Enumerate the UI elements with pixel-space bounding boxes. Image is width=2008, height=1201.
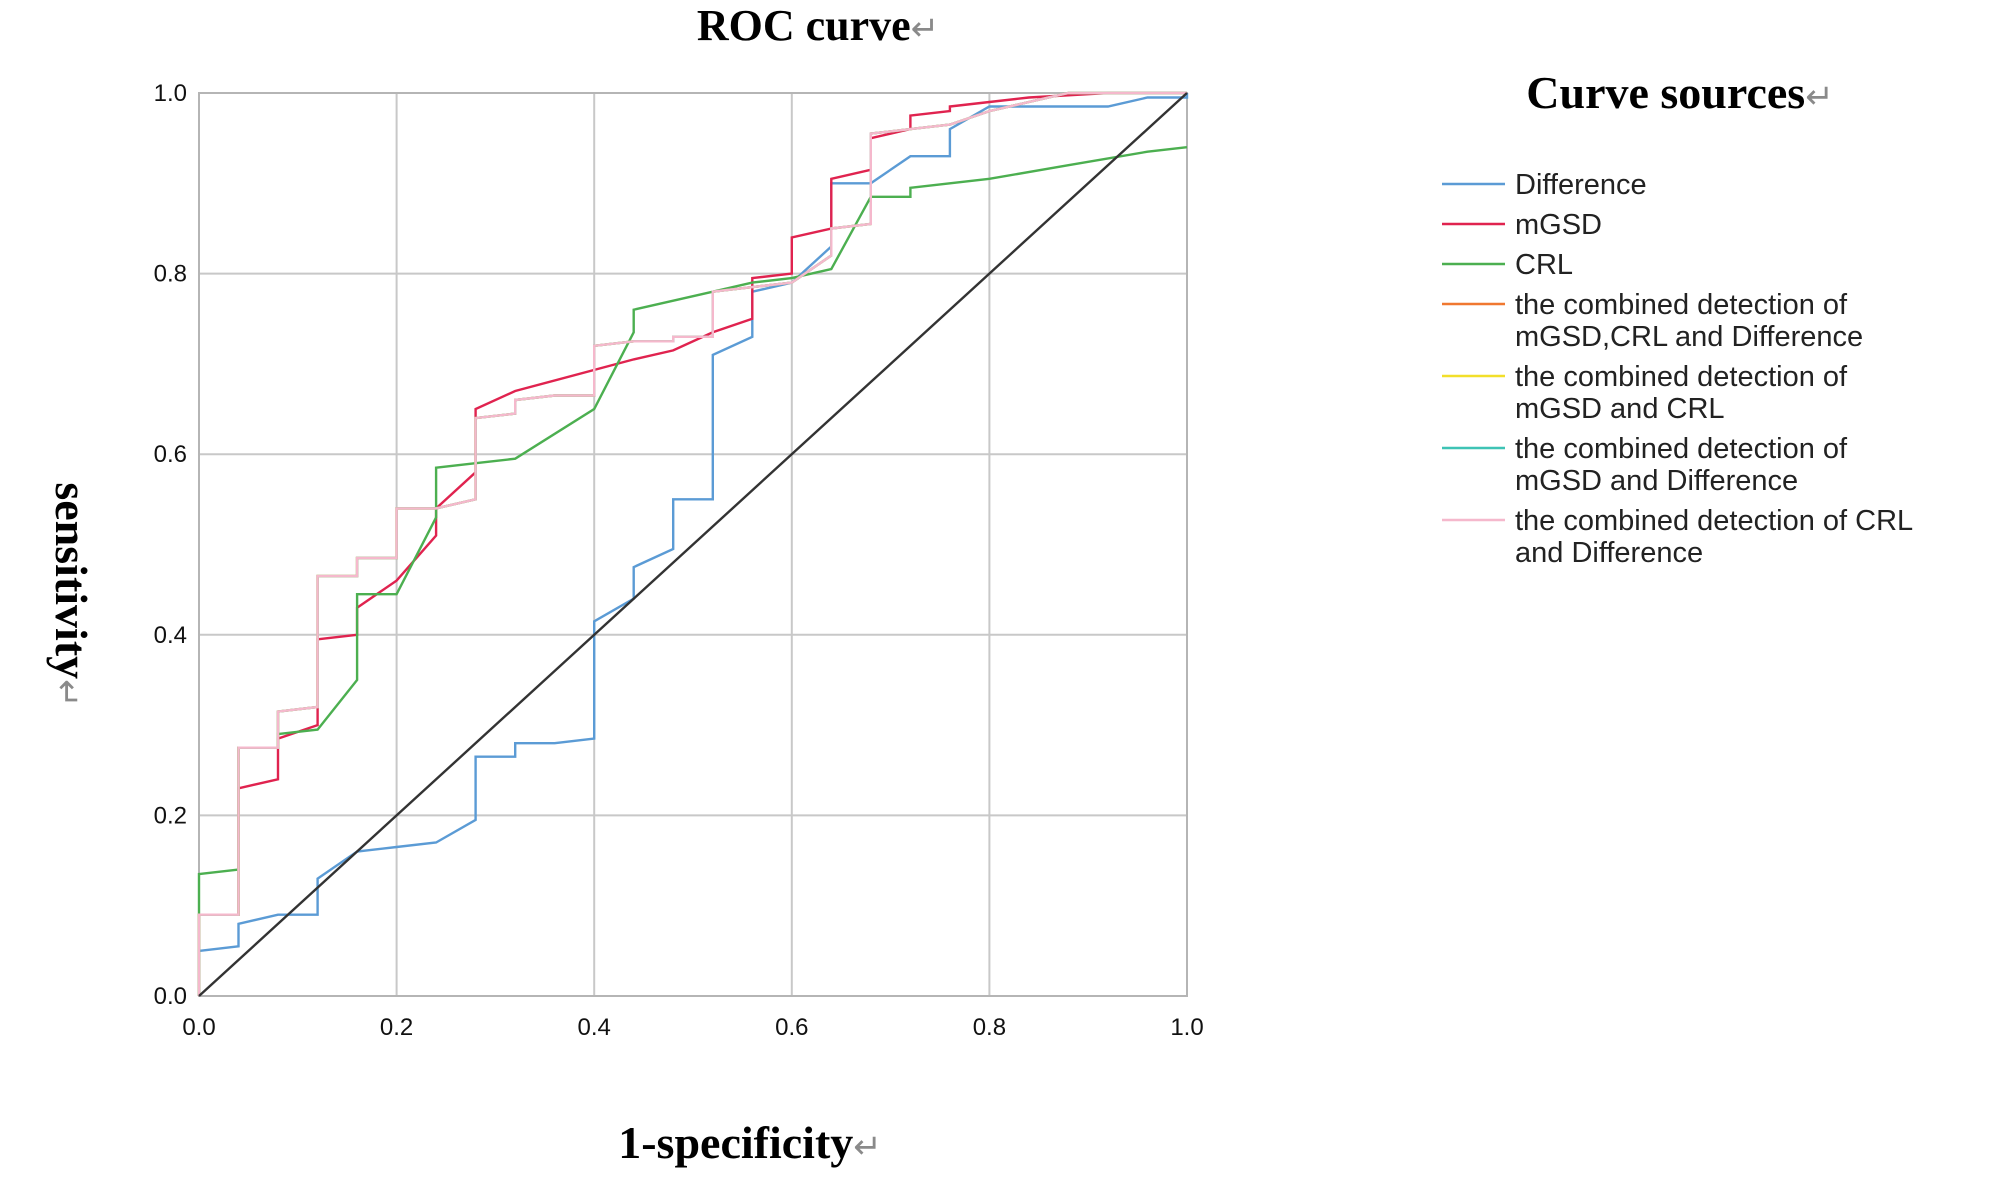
legend-label: mGSD and Difference xyxy=(1515,465,1798,497)
y-tick-label: 0.0 xyxy=(154,983,187,1010)
y-axis-label-return-mark: ↵ xyxy=(47,679,87,708)
legend-item-mgsd: mGSD xyxy=(1442,209,1602,241)
y-tick-label: 0.2 xyxy=(154,802,187,829)
y-tick-label: 0.4 xyxy=(154,622,187,649)
legend-title: Curve sources↵ xyxy=(1526,67,1833,118)
tick-labels: 0.0 0.2 0.4 0.6 0.8 1.0 0.0 0.2 0.4 0.6 0.8 1.0 xyxy=(154,80,1204,1041)
x-tick-label: 0.4 xyxy=(578,1014,611,1041)
x-axis-label: 1-specificity↵ xyxy=(618,1117,882,1168)
series-line-the-combined-detection-of-crl-and-difference xyxy=(197,91,1187,996)
series-lines xyxy=(197,91,1189,997)
legend-label: mGSD and CRL xyxy=(1515,393,1725,425)
legend-label: the combined detection of xyxy=(1515,289,1848,321)
legend-label: CRL xyxy=(1515,249,1573,281)
x-tick-label: 0.8 xyxy=(973,1014,1006,1041)
x-axis-label-text: 1-specificity xyxy=(618,1117,853,1168)
x-axis-label-return-mark: ↵ xyxy=(853,1127,882,1167)
y-tick-label: 1.0 xyxy=(154,80,187,107)
reference-diagonal-line xyxy=(198,92,1188,997)
legend-label: the combined detection of CRL xyxy=(1515,505,1913,537)
legend: Difference mGSD CRL the combined detection … xyxy=(1442,169,1913,569)
legend-label: mGSD xyxy=(1515,209,1602,241)
legend-title-text: Curve sources xyxy=(1526,67,1805,118)
series-line-mgsd xyxy=(197,91,1187,996)
chart-title-text: ROC curve xyxy=(697,1,911,50)
x-tick-label: 1.0 xyxy=(1170,1014,1203,1041)
legend-item-crl: CRL xyxy=(1442,249,1573,281)
y-tick-label: 0.6 xyxy=(154,441,187,468)
series-line-difference xyxy=(197,93,1189,996)
plot-frame xyxy=(198,92,1188,997)
y-tick-label: 0.8 xyxy=(154,261,187,288)
legend-label: and Difference xyxy=(1515,537,1703,569)
chart-title: ROC curve↵ xyxy=(697,1,939,50)
chart-title-return-mark: ↵ xyxy=(911,9,940,49)
legend-item-difference: Difference xyxy=(1442,169,1647,201)
x-tick-label: 0.2 xyxy=(380,1014,413,1041)
y-axis-label-text: sensitivity xyxy=(46,482,97,679)
legend-label: mGSD,CRL and Difference xyxy=(1515,321,1863,353)
legend-label: Difference xyxy=(1515,169,1647,201)
axes xyxy=(198,92,1188,997)
x-tick-label: 0.6 xyxy=(775,1014,808,1041)
y-axis-label: sensitivity↵ xyxy=(46,482,97,707)
legend-label: the combined detection of xyxy=(1515,361,1848,393)
x-tick-label: 0.0 xyxy=(182,1014,215,1041)
legend-label: the combined detection of xyxy=(1515,433,1848,465)
legend-title-return-mark: ↵ xyxy=(1805,77,1834,117)
